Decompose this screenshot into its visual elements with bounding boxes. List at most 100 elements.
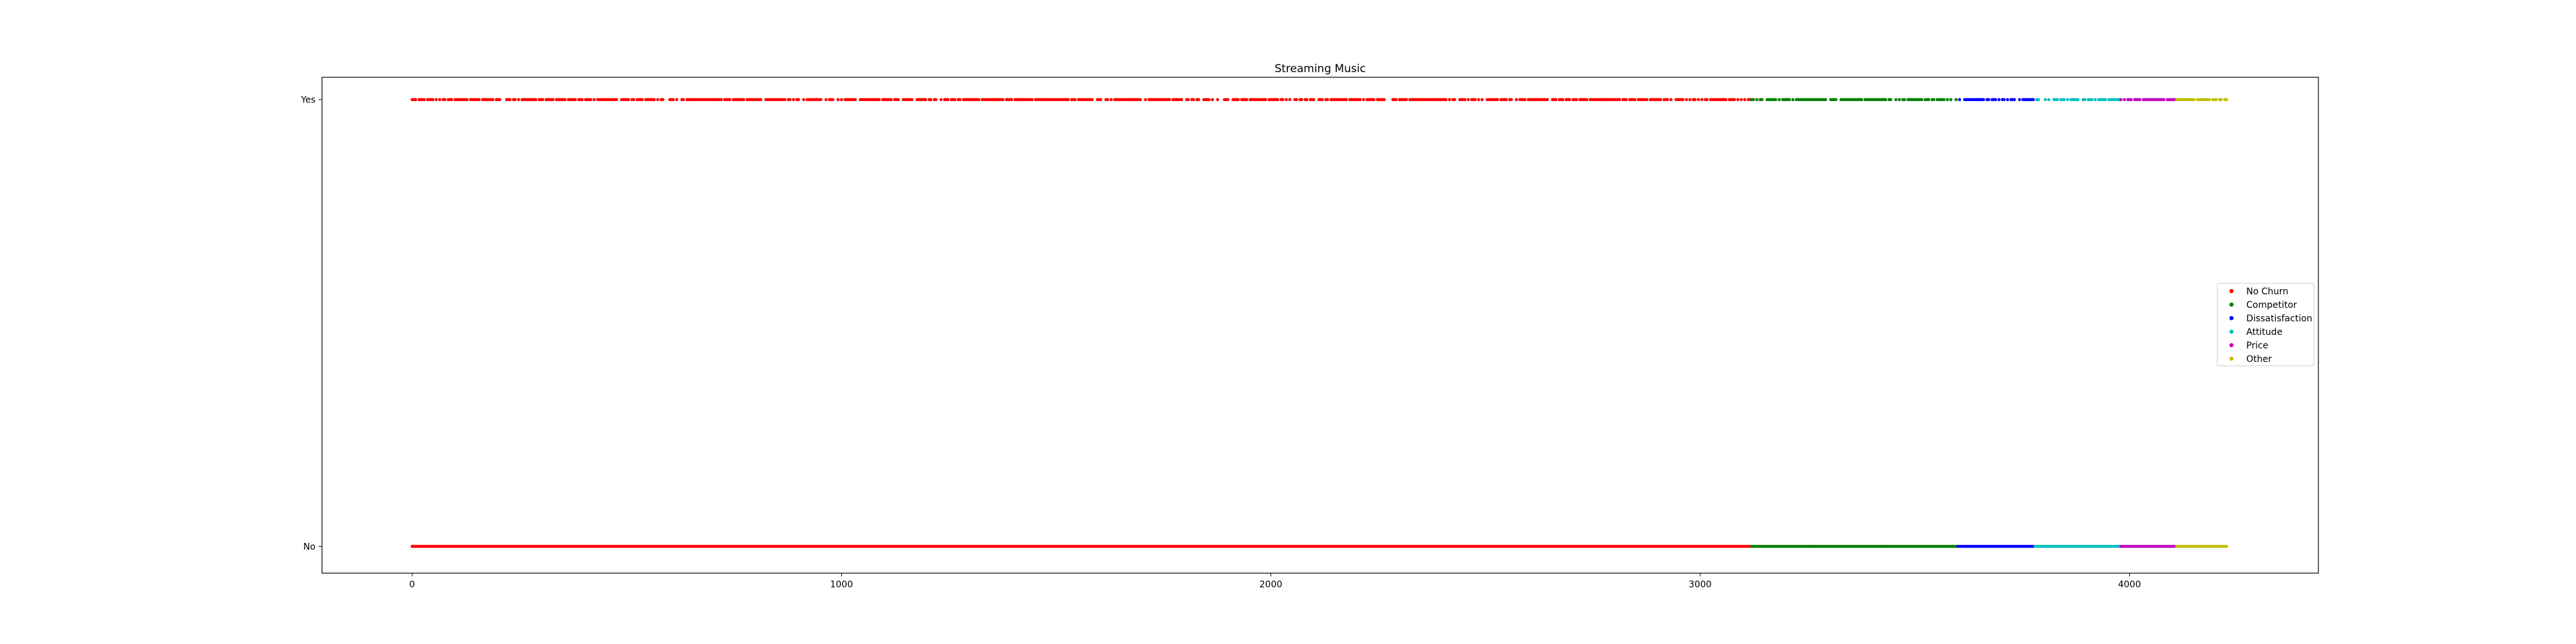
- data-point: [2119, 98, 2123, 102]
- legend-marker: [2229, 316, 2234, 321]
- data-point: [465, 98, 469, 102]
- data-point: [1245, 98, 1249, 102]
- legend: No Churn Competitor Dissatisfaction Attitud…: [2217, 283, 2315, 366]
- x-axis: 0 1000 2000 3000 4000: [410, 573, 2141, 590]
- data-point: [788, 98, 792, 102]
- data-point: [2090, 98, 2094, 102]
- legend-marker: [2229, 302, 2234, 307]
- data-point: [443, 98, 447, 102]
- data-point: [1294, 98, 1298, 102]
- data-point: [1633, 98, 1637, 102]
- data-point: [413, 98, 417, 102]
- data-point: [491, 98, 495, 102]
- data-point: [1949, 98, 1953, 102]
- data-point: [661, 98, 665, 102]
- series-no-churn: [410, 98, 1752, 548]
- data-point: [656, 98, 659, 102]
- data-point: [2093, 98, 2097, 102]
- data-point: [939, 98, 943, 102]
- data-point: [728, 98, 732, 102]
- data-point: [1777, 98, 1781, 102]
- data-point: [2056, 98, 2060, 102]
- data-point: [923, 98, 927, 102]
- data-point: [1226, 98, 1230, 102]
- data-point: [1645, 98, 1649, 102]
- data-point: [1345, 98, 1349, 102]
- data-point: [573, 98, 577, 102]
- data-point: [1191, 98, 1195, 102]
- data-point: [759, 98, 762, 102]
- data-point: [1480, 98, 1484, 102]
- x-tick-label: 2000: [1260, 580, 1283, 590]
- data-point: [929, 98, 933, 102]
- data-point: [1696, 98, 1700, 102]
- x-tick-label: 0: [410, 580, 415, 590]
- data-point: [1284, 98, 1288, 102]
- data-point: [2162, 98, 2166, 102]
- data-point: [1010, 98, 1014, 102]
- data-point: [1994, 98, 1998, 102]
- data-point: [2047, 98, 2050, 102]
- data-point: [632, 98, 636, 102]
- data-point: [1448, 98, 1452, 102]
- data-point: [1288, 98, 1292, 102]
- data-point: [946, 98, 950, 102]
- data-point: [675, 98, 679, 102]
- data-point: [1546, 98, 1549, 102]
- plot-area: [321, 77, 2319, 574]
- data-point: [1106, 98, 1110, 102]
- data-point: [1774, 98, 1777, 102]
- data-point: [797, 98, 800, 102]
- series-dissatisfaction: [1956, 98, 2035, 548]
- data-point: [1561, 98, 1565, 102]
- data-point: [1030, 98, 1034, 102]
- data-point: [1700, 98, 1704, 102]
- data-point: [1997, 98, 2001, 102]
- data-point: [1463, 98, 1467, 102]
- data-point: [580, 98, 584, 102]
- series-attitude: [2033, 98, 2121, 548]
- legend-frame: [2217, 283, 2315, 366]
- data-point: [671, 98, 675, 102]
- data-point: [2129, 98, 2133, 102]
- data-point: [513, 98, 517, 102]
- data-point: [422, 98, 426, 102]
- data-point: [2076, 98, 2080, 102]
- data-point: [1942, 98, 1946, 102]
- data-point: [1361, 98, 1365, 102]
- data-point: [1305, 98, 1309, 102]
- data-point: [1236, 98, 1240, 102]
- data-point: [1732, 98, 1736, 102]
- data-point: [1755, 98, 1759, 102]
- data-point: [1585, 98, 1589, 102]
- data-point: [889, 98, 893, 102]
- data-point: [1382, 98, 1386, 102]
- data-point: [2031, 98, 2035, 102]
- data-point: [910, 98, 914, 102]
- data-point: [516, 98, 520, 102]
- data-point: [1099, 98, 1103, 102]
- data-point: [824, 98, 828, 102]
- data-point: [2005, 98, 2009, 102]
- data-point: [2123, 98, 2126, 102]
- data-point: [1453, 98, 1457, 102]
- data-point: [652, 98, 656, 102]
- y-axis: No Yes: [300, 95, 322, 552]
- data-point: [896, 98, 900, 102]
- data-point: [1073, 98, 1077, 102]
- data-point: [1180, 98, 1184, 102]
- data-point: [1693, 98, 1697, 102]
- data-point: [1681, 98, 1685, 102]
- data-point: [1066, 98, 1070, 102]
- data-point: [627, 98, 630, 102]
- data-point: [1216, 98, 1220, 102]
- data-point: [1884, 98, 1888, 102]
- data-point: [1394, 98, 1398, 102]
- data-point: [1264, 98, 1267, 102]
- data-point: [1788, 98, 1792, 102]
- data-point: [1894, 98, 1898, 102]
- data-point: [438, 98, 442, 102]
- data-point: [2012, 98, 2016, 102]
- data-point: [1618, 98, 1622, 102]
- data-point: [551, 98, 555, 102]
